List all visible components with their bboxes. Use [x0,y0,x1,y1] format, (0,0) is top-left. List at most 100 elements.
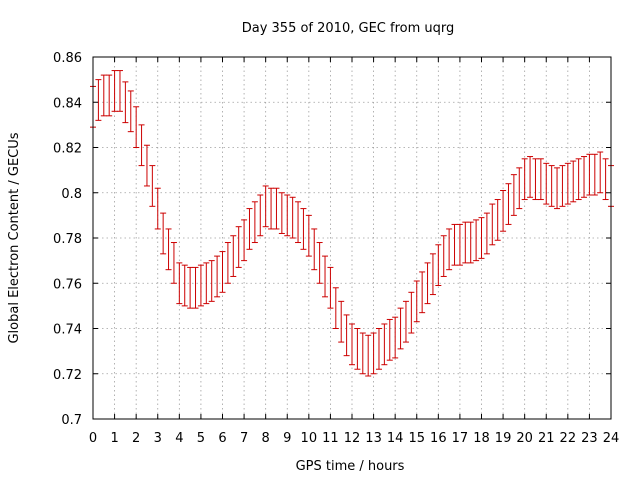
error-bar-point [510,174,517,216]
y-tick-label: 0.72 [53,368,82,383]
error-bar-point [429,253,436,296]
error-bar-point [305,214,312,257]
y-tick-label: 0.76 [53,277,82,292]
error-bar-point [251,201,258,244]
error-bar-point [591,153,598,196]
error-bar-point [446,228,453,271]
error-bar-point [295,201,302,244]
error-bar-point [230,235,237,277]
error-bar-point [138,124,145,167]
error-bar-point [154,187,161,230]
error-bar-point [575,158,582,201]
error-bar-point [516,167,523,210]
error-bar-point [424,262,431,305]
x-tick-label: 5 [197,431,205,446]
error-bar-point [100,74,107,117]
error-bar-point [122,81,129,124]
error-bar-point [149,165,156,207]
error-bar-point [95,79,102,121]
x-tick-label: 14 [387,431,404,446]
error-bar-point [338,300,345,343]
x-tick-label: 7 [240,431,248,446]
error-bar-point [181,264,188,307]
y-tick-label: 0.84 [53,96,82,111]
x-tick-label: 17 [452,431,469,446]
error-bar-point [548,165,555,207]
error-bar-point [208,260,215,302]
error-bar-point [327,266,334,309]
error-bar-point [500,189,507,232]
error-bar-point [262,185,269,228]
error-bar-point [537,158,544,201]
x-tick-labels: 0 1 2 3 4 5 6 7 8 9 10 11 12 13 14 15 16 17 18 19 20 21 22 23 24 [89,431,619,446]
error-bar-point [278,192,285,234]
error-bar-point [268,187,275,230]
error-bar-point [106,74,113,117]
y-tick-label: 0.82 [53,142,82,157]
error-bar-point [246,208,253,250]
x-tick-label: 24 [603,431,620,446]
error-bar-point [532,158,539,201]
error-bar-point [483,212,490,255]
y-tick-label: 0.8 [61,187,82,202]
error-bar-point [143,144,150,187]
error-bar-point [570,160,577,203]
error-bar-point [581,156,588,198]
x-tick-label: 21 [538,431,555,446]
x-tick-label: 22 [560,431,577,446]
error-bar-point [322,255,329,298]
error-bar-point [343,314,350,357]
error-bar-point [224,242,231,284]
error-bar-point [170,242,177,284]
error-bar-point [413,280,420,323]
x-tick-label: 8 [262,431,270,446]
error-bar-point [300,208,307,250]
error-bar-point [386,318,393,361]
error-bar-point [381,323,388,366]
error-bar-point [467,221,474,264]
error-bar-point [165,228,172,271]
y-tick-label: 0.78 [53,232,82,247]
axis-ticks [92,56,612,420]
error-bar-point [489,203,496,246]
x-tick-label: 15 [408,431,425,446]
error-bar-point [564,162,571,205]
x-tick-label: 6 [218,431,226,446]
error-bar-point [316,242,323,284]
error-bar-point [160,212,167,255]
error-bar-point [597,151,604,194]
error-bar-point [397,307,404,350]
y-tick-label: 0.86 [53,51,82,66]
error-bar-point [349,323,355,366]
x-tick-label: 20 [516,431,533,446]
error-bar-series [90,70,614,377]
x-tick-label: 4 [175,431,183,446]
error-bar-point [241,219,248,262]
error-bar-point [219,251,226,293]
error-bar-point [586,153,593,196]
x-tick-label: 11 [322,431,339,446]
error-bar-point [111,70,118,112]
error-bar-point [408,291,415,334]
error-bar-point [289,196,296,239]
error-bar-point [127,90,134,133]
error-bar-point [473,219,480,262]
error-bar-point [602,158,609,201]
error-bar-point [176,262,183,305]
x-tick-label: 3 [154,431,162,446]
x-axis-label: GPS time / hours [296,459,405,474]
error-bar-point [521,158,528,201]
y-tick-label: 0.74 [53,323,82,338]
error-bar-point [235,226,242,268]
error-bar-point [462,221,469,264]
error-bar-point [187,266,194,309]
chart-title: Day 355 of 2010, GEC from uqrg [242,21,455,36]
x-tick-label: 0 [89,431,97,446]
x-tick-label: 1 [110,431,118,446]
error-bar-point [197,264,204,307]
error-bar-point [257,194,264,237]
error-bar-point [392,316,399,359]
grid-lines [93,57,611,419]
error-bar-point [133,106,140,148]
